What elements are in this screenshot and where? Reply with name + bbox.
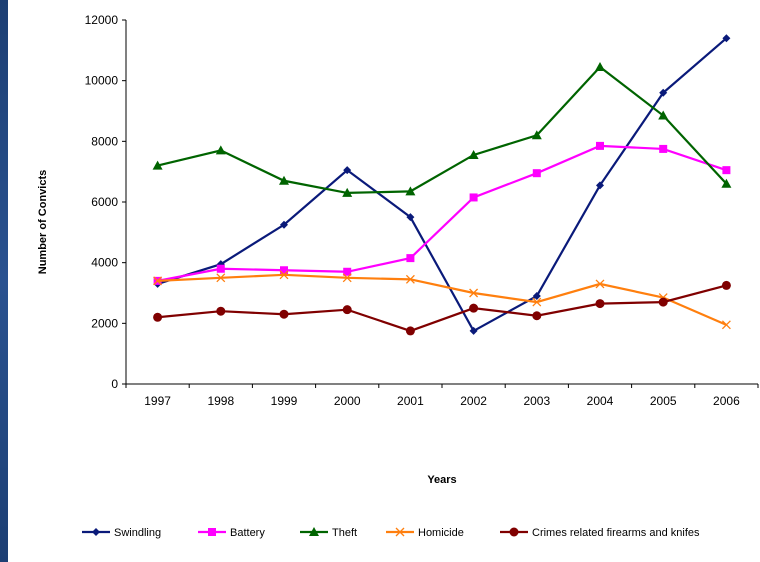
- series-group: [152, 34, 732, 336]
- line-chart: 0 2000 4000 6000 8000 10000 12000 1997 1998 1999…: [37, 13, 759, 539]
- x-tick-label: 2006: [713, 394, 740, 408]
- data-point: [405, 186, 416, 196]
- data-point: [658, 110, 669, 120]
- data-point: [532, 292, 541, 301]
- y-tick-label: 4000: [91, 256, 118, 270]
- series-line: [157, 37, 728, 333]
- x-tick-label: 2000: [334, 394, 361, 408]
- legend-marker: [208, 528, 216, 536]
- x-tick-label: 1998: [207, 394, 234, 408]
- legend-item: Battery: [198, 527, 265, 539]
- data-point: [532, 311, 542, 321]
- y-tick-label: 6000: [91, 195, 118, 209]
- data-point: [216, 306, 226, 316]
- data-point: [406, 213, 415, 222]
- data-point: [342, 305, 352, 315]
- data-point: [596, 141, 604, 150]
- data-point: [342, 273, 352, 283]
- data-point: [595, 62, 605, 72]
- x-tick-label: 1999: [271, 394, 298, 408]
- legend-label: Swindling: [114, 527, 161, 539]
- legend-marker: [395, 527, 405, 537]
- legend-label: Crimes related firearms and knifes: [532, 527, 700, 539]
- data-point: [279, 309, 289, 319]
- data-point: [216, 264, 225, 273]
- legend-item: Swindling: [82, 527, 161, 539]
- data-point: [153, 276, 163, 286]
- series-line: [157, 144, 727, 282]
- legend-label: Homicide: [418, 527, 464, 539]
- series-line: [157, 284, 727, 333]
- legend-label: Theft: [332, 527, 357, 539]
- x-tick-label: 2003: [523, 394, 550, 408]
- data-point: [658, 297, 668, 307]
- data-point: [721, 320, 731, 330]
- data-point: [152, 160, 163, 170]
- y-axis-ticks: 0 2000 4000 6000 8000 10000 12000: [85, 13, 126, 391]
- data-point: [595, 279, 605, 289]
- x-tick-label: 2001: [397, 394, 424, 408]
- data-point: [469, 288, 479, 298]
- data-point: [596, 181, 604, 190]
- x-tick-label: 2004: [587, 394, 614, 408]
- data-point: [469, 193, 478, 202]
- data-point: [532, 297, 542, 307]
- series-battery: [153, 141, 731, 285]
- data-point: [280, 266, 288, 275]
- series-line: [157, 65, 728, 195]
- data-point: [531, 130, 542, 140]
- axes: [125, 20, 758, 385]
- data-point: [721, 178, 732, 188]
- x-tick-label: 2002: [460, 394, 487, 408]
- data-point: [343, 166, 352, 175]
- y-tick-label: 10000: [85, 74, 119, 88]
- series-line: [157, 273, 727, 326]
- legend-marker: [92, 528, 100, 536]
- data-point: [722, 166, 731, 175]
- data-point: [722, 34, 731, 43]
- y-axis-title: Number of Convicts: [37, 170, 49, 275]
- x-axis-title: Years: [427, 474, 456, 486]
- legend-marker: [309, 527, 319, 536]
- data-point: [659, 144, 668, 153]
- y-tick-label: 8000: [91, 134, 118, 148]
- data-point: [343, 267, 352, 276]
- data-point: [405, 326, 415, 336]
- series-theft: [152, 62, 732, 197]
- data-point: [532, 169, 541, 178]
- legend: Swindling Battery Theft Homicide Crimes rela…: [82, 527, 700, 539]
- data-point: [216, 273, 226, 283]
- legend-label: Battery: [230, 527, 265, 539]
- data-point: [468, 149, 479, 159]
- data-point: [280, 220, 288, 229]
- data-point: [279, 270, 289, 280]
- chart-panel: 0 2000 4000 6000 8000 10000 12000 1997 1998 1999…: [8, 0, 760, 562]
- x-axis-ticks: 1997 1998 1999 2000 2001 2002 2003 2004 2005 2006: [125, 384, 759, 408]
- y-tick-label: 12000: [85, 13, 119, 27]
- legend-item: Crimes related firearms and knifes: [500, 527, 700, 539]
- data-point: [595, 299, 605, 309]
- data-point: [469, 303, 479, 313]
- legend-marker: [509, 527, 519, 537]
- data-point: [469, 326, 478, 335]
- data-point: [406, 254, 415, 263]
- data-point: [153, 312, 163, 322]
- data-point: [659, 88, 668, 97]
- series-crimes-related-firearms-and-knifes: [153, 280, 731, 336]
- data-point: [215, 145, 226, 155]
- y-tick-label: 2000: [91, 316, 118, 330]
- x-tick-label: 1997: [144, 394, 171, 408]
- legend-item: Theft: [300, 527, 357, 539]
- data-point: [405, 274, 415, 284]
- x-tick-label: 2005: [650, 394, 677, 408]
- data-point: [342, 187, 353, 197]
- data-point: [279, 175, 289, 185]
- data-point: [721, 280, 731, 290]
- y-tick-label: 0: [111, 377, 118, 391]
- series-swindling: [153, 34, 731, 335]
- legend-item: Homicide: [386, 527, 464, 539]
